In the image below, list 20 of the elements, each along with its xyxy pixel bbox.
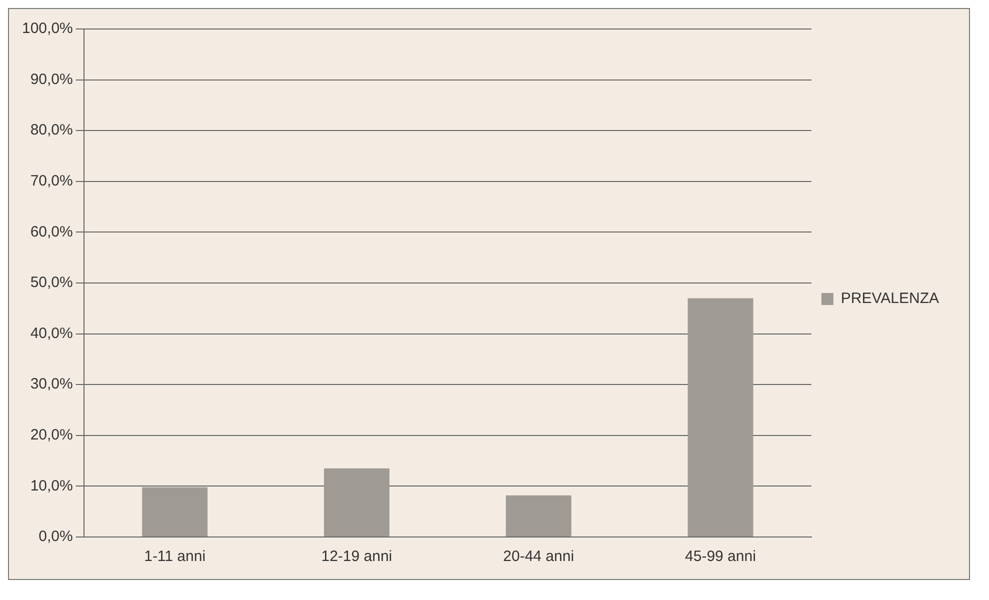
- y-tick-label: 30,0%: [30, 376, 73, 393]
- y-tick-label: 10,0%: [30, 477, 73, 494]
- y-tick-label: 60,0%: [30, 223, 73, 240]
- y-tick-label: 100,0%: [22, 20, 73, 38]
- bar: [324, 468, 390, 536]
- y-tick-label: 20,0%: [30, 426, 73, 444]
- bar: [142, 487, 208, 536]
- y-tick-label: 90,0%: [30, 70, 73, 88]
- legend-label: PREVALENZA: [840, 290, 940, 308]
- y-tick-label: 50,0%: [30, 274, 73, 292]
- x-tick-label: 12-19 anni: [321, 548, 392, 566]
- x-tick-label: 20-44 anni: [503, 548, 574, 566]
- y-tick-label: 0,0%: [38, 528, 73, 546]
- y-tick-label: 80,0%: [30, 122, 73, 139]
- bar: [506, 495, 572, 536]
- y-tick-label: 40,0%: [30, 324, 73, 342]
- x-tick-label: 45-99 anni: [685, 548, 756, 566]
- bar: [688, 298, 754, 536]
- x-tick-label: 1-11 anni: [144, 548, 206, 566]
- y-tick-label: 70,0%: [30, 172, 73, 190]
